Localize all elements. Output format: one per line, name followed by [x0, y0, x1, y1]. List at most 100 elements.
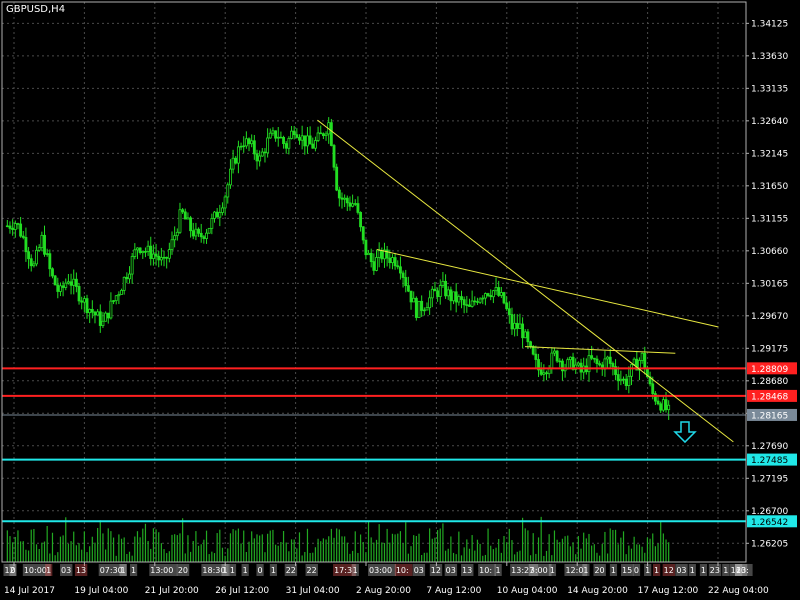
candle: [624, 374, 628, 390]
candle: [186, 212, 190, 220]
event-marker[interactable]: [368, 564, 397, 576]
event-marker[interactable]: [305, 564, 318, 576]
event-marker[interactable]: [98, 564, 127, 576]
event-marker[interactable]: [653, 564, 661, 576]
candle: [661, 395, 665, 412]
trendline[interactable]: [525, 346, 676, 354]
candle: [226, 182, 230, 204]
event-label: 03: [61, 566, 71, 575]
candle: [329, 118, 333, 147]
event-marker[interactable]: [394, 564, 413, 576]
event-marker[interactable]: [9, 564, 17, 576]
event-marker[interactable]: [461, 564, 474, 576]
event-marker[interactable]: [722, 564, 730, 576]
event-marker[interactable]: [548, 564, 557, 576]
event-marker[interactable]: [444, 564, 458, 576]
event-label: 13:00: [150, 566, 173, 575]
candle: [205, 228, 208, 244]
event-marker[interactable]: [494, 564, 502, 576]
event-marker[interactable]: [735, 564, 753, 576]
candle: [120, 288, 123, 295]
event-marker[interactable]: [429, 564, 443, 576]
event-marker[interactable]: [241, 564, 249, 576]
candle: [252, 134, 256, 160]
candle: [117, 291, 121, 305]
event-marker[interactable]: [60, 564, 73, 576]
candle: [462, 296, 466, 314]
trendlines[interactable]: [317, 119, 734, 443]
event-marker[interactable]: [221, 564, 229, 576]
candle: [595, 355, 599, 373]
event-marker[interactable]: [699, 564, 708, 576]
trendline[interactable]: [317, 119, 734, 443]
event-marker[interactable]: [510, 564, 539, 576]
event-marker[interactable]: [119, 564, 127, 576]
candle: [561, 358, 564, 381]
horizontal-levels[interactable]: [2, 367, 746, 523]
candle: [96, 309, 100, 316]
event-marker[interactable]: [528, 564, 552, 576]
event-marker[interactable]: [3, 564, 16, 576]
candle: [465, 295, 469, 313]
event-marker[interactable]: [582, 564, 590, 576]
event-label: 18:30: [202, 566, 225, 575]
event-marker[interactable]: [564, 564, 588, 576]
event-marker[interactable]: [269, 564, 278, 576]
event-marker[interactable]: [688, 564, 696, 576]
event-marker[interactable]: [228, 564, 237, 576]
event-marker[interactable]: [351, 564, 359, 576]
candle: [489, 289, 493, 301]
event-marker[interactable]: [256, 564, 264, 576]
event-marker[interactable]: [729, 564, 748, 576]
event-marker[interactable]: [412, 564, 426, 576]
event-marker[interactable]: [333, 564, 356, 576]
event-marker[interactable]: [74, 564, 88, 576]
candle: [391, 253, 394, 270]
trendline[interactable]: [376, 249, 719, 328]
event-marker[interactable]: [129, 564, 138, 576]
candle: [422, 307, 426, 316]
event-marker[interactable]: [662, 564, 676, 576]
candle: [215, 208, 219, 218]
candle: [282, 135, 285, 149]
event-label: 13:27: [511, 566, 534, 575]
event-marker[interactable]: [632, 564, 641, 576]
event-label: 12: [4, 566, 14, 575]
event-marker[interactable]: [478, 564, 496, 576]
x-tick-label: 31 Jul 04:00: [286, 586, 340, 596]
candle: [441, 271, 445, 288]
event-marker[interactable]: [735, 564, 743, 576]
event-marker[interactable]: [284, 564, 298, 576]
event-marker[interactable]: [675, 564, 688, 576]
candle: [133, 243, 137, 260]
event-marker[interactable]: [593, 564, 606, 576]
event-markers[interactable]: 120 10:00 1 03 13 07:301 1 13:00 20 18:301 1 1 0 1 22 2…: [3, 564, 753, 576]
candle: [72, 269, 76, 295]
time-axis[interactable]: 14 Jul 2017 19 Jul 04:00 21 Jul 20:00 26 Ju…: [4, 562, 769, 596]
down-arrow-icon[interactable]: [673, 421, 697, 444]
candle: [271, 127, 275, 136]
event-marker[interactable]: [176, 564, 190, 576]
event-marker[interactable]: [45, 564, 53, 576]
candle: [234, 156, 238, 165]
candle: [481, 295, 485, 305]
candle: [412, 291, 416, 303]
resistance-price-tag: [747, 389, 797, 402]
event-marker[interactable]: [644, 564, 652, 576]
candle: [263, 148, 267, 163]
candle: [587, 348, 591, 382]
signal-arrow[interactable]: [673, 421, 697, 444]
event-marker[interactable]: [609, 564, 618, 576]
event-marker[interactable]: [201, 564, 230, 576]
candle: [308, 126, 312, 145]
event-marker[interactable]: [708, 564, 722, 576]
event-label: 22: [307, 566, 317, 575]
candle: [13, 220, 17, 238]
event-marker[interactable]: [149, 564, 178, 576]
candle: [446, 286, 450, 300]
candle: [348, 196, 352, 211]
event-marker[interactable]: [22, 564, 51, 576]
event-marker[interactable]: [621, 564, 634, 576]
candle: [292, 126, 296, 140]
